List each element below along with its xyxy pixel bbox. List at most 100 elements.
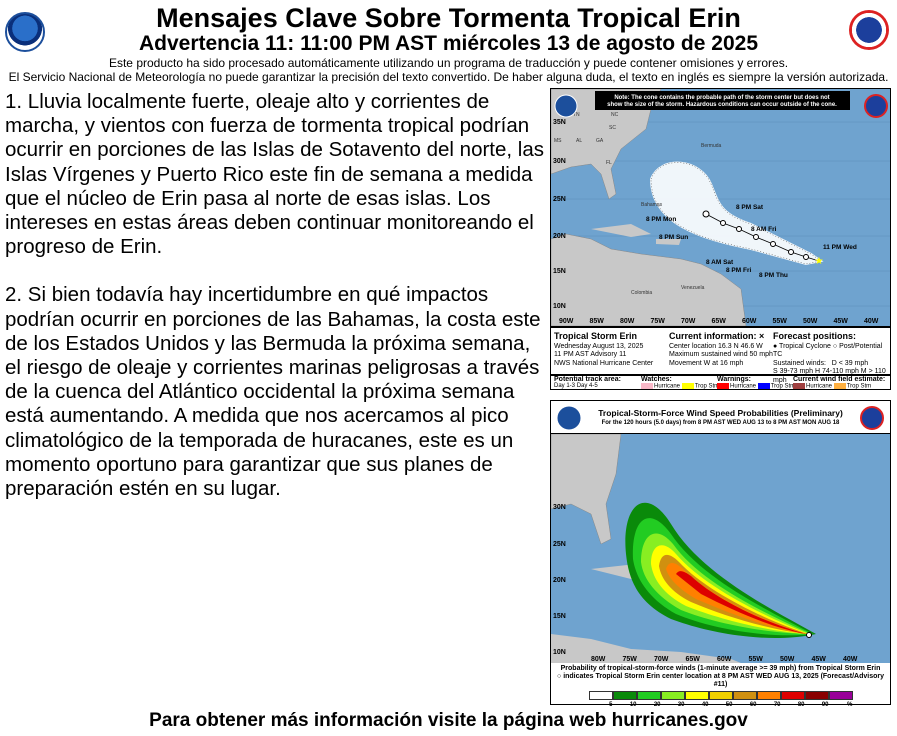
scale-swatch <box>588 691 613 700</box>
lon-label: 45W <box>834 318 849 325</box>
place-label: TN <box>573 112 580 118</box>
lon-label: 60W <box>742 318 757 325</box>
place-label: AL <box>576 138 582 144</box>
place-label: FL <box>606 160 612 166</box>
lat-label: 25N <box>553 196 566 203</box>
lat-label: 25N <box>553 541 566 548</box>
scale-label: % <box>847 702 853 708</box>
forecast-time-label: 8 PM Thu <box>759 272 788 279</box>
place-label: GA <box>596 138 604 144</box>
scale-label: 20 <box>653 702 661 708</box>
cone-note: Note: The cone contains the probable pat… <box>607 95 837 108</box>
disclaimer-line-2: El Servicio Nacional de Meteorología no … <box>8 70 889 84</box>
issuing-center: NWS National Hurricane Center <box>554 359 654 367</box>
scale-label: 50 <box>725 702 733 708</box>
wind-caption-2: ○ indicates Tropical Storm Erin center l… <box>557 673 884 688</box>
advisory-number: 11 PM AST Advisory 11 <box>554 351 627 358</box>
scale-swatch <box>804 691 829 700</box>
lon-label: 55W <box>749 656 764 663</box>
probability-scale-labels: 5 10 20 30 40 50 60 70 80 90% <box>551 701 890 709</box>
wind-caption-1: Probability of tropical-storm-force wind… <box>560 665 881 672</box>
key-message-1: 1. Lluvia localmente fuerte, oleaje alto… <box>5 90 544 259</box>
depression-legend: D < 39 mph <box>831 359 869 367</box>
cone-map: ★ Note: The cone contains the probable p… <box>551 89 890 326</box>
lon-label: 70W <box>681 318 696 325</box>
lon-label: 60W <box>717 656 732 663</box>
lon-label: 80W <box>620 318 635 325</box>
trop-storm-wind-field: Trop Stm <box>846 383 872 390</box>
page-title: Mensajes Clave Sobre Tormenta Tropical E… <box>156 3 741 33</box>
wind-probability-graphic: Tropical-Storm-Force Wind Speed Probabil… <box>550 400 891 708</box>
scale-label: 10 <box>629 702 637 708</box>
nws-logo-small <box>860 406 884 430</box>
noaa-logo-small <box>554 94 578 118</box>
nws-logo-small <box>864 94 888 118</box>
scale-label: 5 <box>609 702 613 708</box>
current-info-title: Current information: × <box>669 331 765 341</box>
footer-link-text: Para obtener más información visite la p… <box>149 710 748 731</box>
hurricane-wind-field: Hurricane <box>806 383 833 390</box>
forecast-time-label: 8 AM Fri <box>751 226 777 233</box>
scale-label: 30 <box>677 702 685 708</box>
lon-label: 65W <box>712 318 727 325</box>
day13-legend: Day 1-3 <box>554 383 576 389</box>
noaa-logo-small <box>556 405 582 431</box>
lon-label: 50W <box>803 318 818 325</box>
lon-label: 75W <box>651 318 666 325</box>
lon-label: 55W <box>773 318 788 325</box>
post-tc-legend: Post/Potential TC <box>773 342 883 359</box>
scale-swatch <box>732 691 757 700</box>
lon-label: 80W <box>591 656 606 663</box>
lat-label: 30N <box>553 504 566 511</box>
scale-swatch <box>612 691 637 700</box>
disclaimer-line-1: Este producto ha sido procesado automáti… <box>108 56 789 70</box>
lon-label: 50W <box>780 656 795 663</box>
forecast-time-label: 11 PM Wed <box>823 244 857 251</box>
scale-label: 90 <box>821 702 829 708</box>
key-messages: 1. Lluvia localmente fuerte, oleaje alto… <box>5 90 545 525</box>
nws-logo <box>849 10 889 50</box>
scale-swatch <box>684 691 709 700</box>
scale-swatch <box>780 691 805 700</box>
scale-swatch <box>828 691 853 700</box>
warnings-title: Warnings: <box>717 376 751 383</box>
wind-map-title: Tropical-Storm-Force Wind Speed Probabil… <box>598 408 843 418</box>
sustained-winds-label: Sustained winds: <box>773 359 826 367</box>
lon-label: 85W <box>590 318 605 325</box>
place-label: Venezuela <box>681 285 705 291</box>
forecast-time-label: 8 AM Sat <box>706 259 734 266</box>
forecast-time-label: 8 PM Mon <box>646 216 676 223</box>
place-label: Bahamas <box>641 202 663 208</box>
forecast-time-label: 8 PM Fri <box>726 267 751 274</box>
key-message-2: 2. Si bien todavía hay incertidumbre en … <box>5 283 541 501</box>
lon-label: 90W <box>559 318 574 325</box>
place-label: SC <box>609 125 616 131</box>
hurricane-warning: Hurricane <box>730 383 757 390</box>
lat-label: 20N <box>553 233 566 240</box>
track-area-title: Potential track area: <box>554 376 621 383</box>
lon-label: 40W <box>864 318 879 325</box>
lon-label: 45W <box>812 656 827 663</box>
scale-label: 70 <box>773 702 781 708</box>
scale-swatch <box>660 691 685 700</box>
probability-color-scale <box>551 691 890 700</box>
trop-storm-warning: Trop Stm <box>770 383 796 390</box>
lon-label: 75W <box>623 656 638 663</box>
advisory-date: Wednesday August 13, 2025 <box>554 342 644 350</box>
watches-title: Watches: <box>641 376 672 383</box>
tropical-cyclone-legend: Tropical Cyclone <box>779 342 831 350</box>
hurricane-watch: Hurricane <box>654 383 681 390</box>
lat-label: 35N <box>553 119 566 126</box>
movement: Movement W at 16 mph <box>669 359 744 367</box>
trop-storm-watch: Trop Stm <box>694 383 720 390</box>
scale-swatch <box>756 691 781 700</box>
forecast-time-label: 8 PM Sat <box>736 204 764 211</box>
scale-label: 80 <box>797 702 805 708</box>
storm-info-box: Tropical Storm Erin Wednesday August 13,… <box>551 326 890 384</box>
lat-label: 10N <box>553 649 566 656</box>
scale-label: 60 <box>749 702 757 708</box>
wind-map: 30N 25N 20N 15N 10N 80W 75W 70W 65W 60W 55W 50W 45W… <box>551 434 890 663</box>
scale-swatch <box>708 691 733 700</box>
noaa-logo <box>5 12 45 52</box>
place-label: NC <box>611 112 619 118</box>
